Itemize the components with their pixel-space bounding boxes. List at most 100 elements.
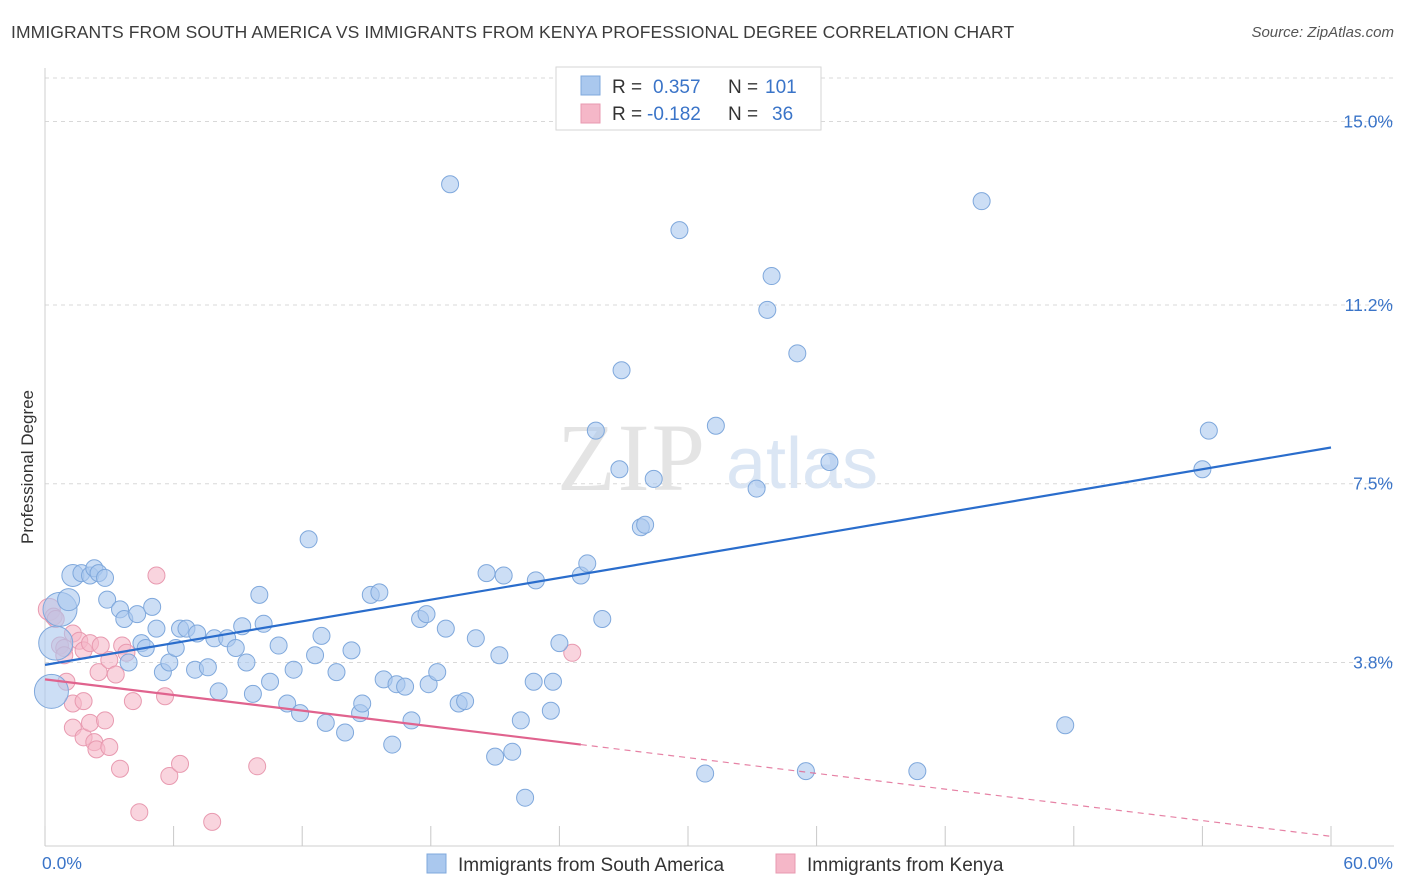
kenya-point-21 <box>100 737 119 756</box>
south-america-point-39 <box>284 660 303 679</box>
south-america-point-75 <box>541 701 560 720</box>
south-america-point-1 <box>38 625 74 661</box>
south-america-point-28 <box>209 682 228 701</box>
kenya-point-19 <box>91 636 110 655</box>
kenya-point-28 <box>130 803 149 822</box>
south-america-point-94 <box>796 762 815 781</box>
legend-r-value-2: -0.182 <box>647 104 701 125</box>
south-america-point-53 <box>383 735 402 754</box>
south-america-point-14 <box>128 605 147 624</box>
legend-bottom-label-kenya: Immigrants from Kenya <box>807 855 1004 876</box>
south-america-point-93 <box>788 344 807 363</box>
south-america-point-55 <box>396 677 415 696</box>
legend-n-value-2: 36 <box>772 104 793 125</box>
south-america-point-71 <box>511 711 530 730</box>
south-america-point-90 <box>747 479 766 498</box>
kenya-point-34 <box>248 757 267 776</box>
south-america-point-43 <box>312 626 331 645</box>
south-america-point-58 <box>417 605 436 624</box>
south-america-point-85 <box>636 515 655 534</box>
south-america-point-98 <box>1056 716 1075 735</box>
south-america-point-79 <box>578 554 597 573</box>
kenya-point-31 <box>160 766 179 785</box>
legend-r-value-1: 0.357 <box>653 77 701 98</box>
south-america-point-17 <box>143 597 162 616</box>
south-america-point-32 <box>237 653 256 672</box>
south-america-point-49 <box>353 694 372 713</box>
legend-n-value-1: 101 <box>765 77 797 98</box>
watermark-zip: ZIP <box>557 404 707 511</box>
x-tick-labels: 0.0% 60.0% <box>42 853 1393 873</box>
kenya-point-30 <box>156 687 175 706</box>
south-america-point-44 <box>316 713 335 732</box>
south-america-point-95 <box>820 453 839 471</box>
south-america-point-46 <box>336 723 355 742</box>
kenya-point-35 <box>563 643 582 662</box>
south-america-point-10 <box>98 590 117 609</box>
legend-swatch-kenya <box>580 103 601 124</box>
south-america-point-70 <box>503 742 522 761</box>
trend-lines <box>44 446 1332 837</box>
south-america-point-34 <box>250 585 269 604</box>
legend-bottom-label-south-america: Immigrants from South America <box>458 855 725 876</box>
south-america-point-40 <box>291 704 310 723</box>
south-america-point-83 <box>612 361 631 380</box>
y-tick-label-2: 11.2% <box>1345 295 1393 315</box>
south-america-point-68 <box>490 646 509 665</box>
legend-n-label-2: N = <box>728 104 758 125</box>
axes <box>44 68 1394 847</box>
south-america-point-56 <box>402 711 421 730</box>
kenya-point-12 <box>74 692 93 711</box>
south-america-point-30 <box>226 638 245 657</box>
south-america-point-77 <box>550 634 569 653</box>
south-america-point-41 <box>299 530 318 549</box>
south-america-point-92 <box>762 267 781 286</box>
legend-bottom-swatch-south-america <box>426 853 447 874</box>
south-america-point-13 <box>119 653 138 672</box>
south-america-point-67 <box>486 747 505 766</box>
south-america-points <box>33 175 1218 807</box>
kenya-point-27 <box>123 692 142 711</box>
kenya-point-32 <box>171 754 190 773</box>
y-tick-label-1: 7.5% <box>1353 474 1393 494</box>
source-credit: Source: ZipAtlas.com <box>1251 24 1394 41</box>
south-america-point-47 <box>342 641 361 660</box>
y-tick-label-3: 15.0% <box>1343 111 1393 131</box>
legend-r-label-2: R = <box>612 104 642 125</box>
south-america-point-86 <box>644 469 663 488</box>
south-america-point-51 <box>370 583 389 602</box>
south-america-point-42 <box>306 646 325 665</box>
chart-title: IMMIGRANTS FROM SOUTH AMERICA VS IMMIGRA… <box>11 22 1015 42</box>
kenya-point-20 <box>96 711 115 730</box>
south-america-point-9 <box>96 568 115 587</box>
legend-bottom: Immigrants from South America Immigrants… <box>426 853 1004 876</box>
south-america-point-97 <box>972 192 991 211</box>
south-america-point-81 <box>593 609 612 628</box>
south-america-point-100 <box>1199 421 1218 440</box>
south-america-point-60 <box>428 663 447 682</box>
south-america-point-91 <box>758 300 777 319</box>
kenya-point-33 <box>203 812 222 831</box>
x-tick-label-0: 0.0% <box>42 853 82 873</box>
south-america-point-45 <box>327 663 346 682</box>
south-america-point-80 <box>586 421 605 440</box>
south-america-point-61 <box>436 619 455 638</box>
south-america-point-96 <box>908 762 927 781</box>
south-america-point-65 <box>466 629 485 648</box>
y-tick-labels: 3.8% 7.5% 11.2% 15.0% <box>1343 111 1393 672</box>
kenya-point-23 <box>106 665 125 684</box>
south-america-point-82 <box>610 460 629 479</box>
south-america-point-26 <box>198 658 217 677</box>
kenya-point-24 <box>111 759 130 778</box>
kenya-trend-line <box>44 678 581 746</box>
gridlines <box>45 77 1394 663</box>
south-america-point-76 <box>543 672 562 691</box>
legend-swatch-south-america <box>580 75 601 96</box>
south-america-point-3 <box>57 588 81 612</box>
south-america-point-69 <box>494 566 513 585</box>
south-america-point-33 <box>243 684 262 703</box>
kenya-trend-extension <box>580 743 1332 837</box>
south-america-point-62 <box>441 175 460 194</box>
south-america-point-89 <box>706 416 725 435</box>
watermark: ZIP atlas <box>557 404 878 511</box>
